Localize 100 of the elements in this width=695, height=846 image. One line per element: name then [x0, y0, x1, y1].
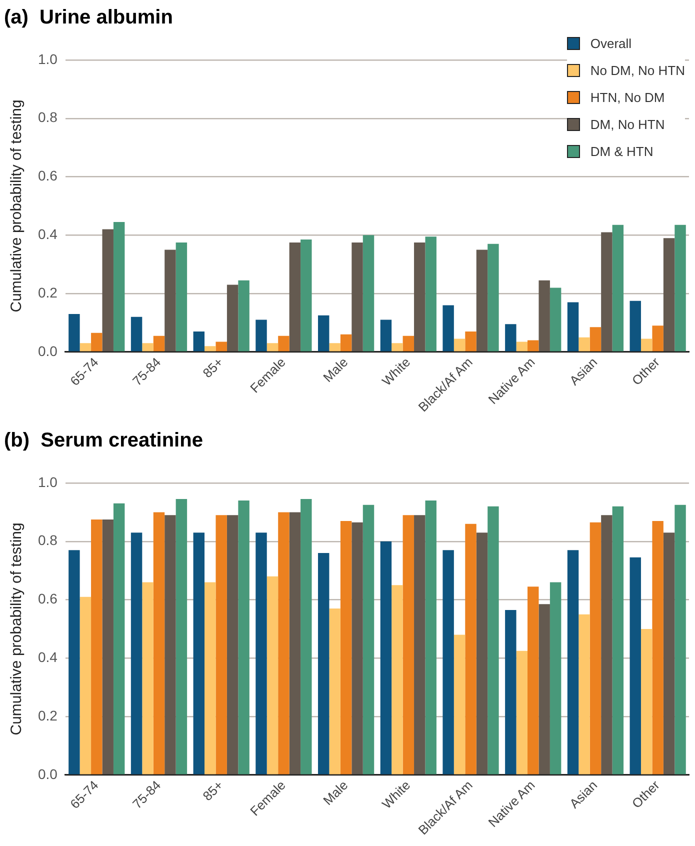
- bar: [216, 342, 227, 352]
- bar: [425, 500, 436, 774]
- bar: [454, 338, 466, 352]
- bar: [488, 244, 499, 352]
- y-tick-label: 0.6: [38, 590, 58, 607]
- bar: [352, 522, 363, 774]
- bar: [640, 628, 652, 774]
- y-tick-label: 0.8: [38, 532, 58, 548]
- bar: [392, 585, 403, 774]
- bar: [256, 532, 267, 774]
- legend-label: DM, No HTN: [590, 117, 665, 132]
- bar: [402, 515, 414, 774]
- bar: [256, 320, 267, 352]
- bar: [318, 553, 330, 774]
- y-tick-label: 0.0: [38, 342, 58, 359]
- bar: [601, 515, 612, 774]
- bar: [329, 343, 340, 352]
- bar: [226, 284, 238, 352]
- bar: [289, 512, 301, 774]
- bar: [402, 336, 414, 352]
- bar: [68, 550, 80, 774]
- bar: [130, 532, 142, 774]
- bar: [663, 532, 675, 774]
- bar: [630, 557, 641, 774]
- bar: [164, 250, 176, 352]
- bar: [652, 326, 664, 352]
- bar: [516, 342, 528, 352]
- chart-title: (a) Urine albumin: [4, 6, 173, 29]
- y-tick-label: 0.4: [38, 649, 58, 666]
- bar: [465, 524, 476, 774]
- bar: [476, 250, 488, 352]
- bar: [164, 515, 176, 774]
- bar: [590, 327, 602, 352]
- bar: [329, 608, 340, 774]
- bar: [142, 582, 154, 774]
- bar: [318, 315, 330, 352]
- bar: [578, 337, 590, 352]
- bar: [266, 343, 278, 352]
- bar: [80, 596, 92, 774]
- bar: [567, 302, 579, 352]
- bar: [640, 338, 652, 352]
- bar: [204, 582, 216, 774]
- bar: [176, 499, 188, 774]
- bar: [652, 520, 664, 774]
- bar: [380, 541, 392, 774]
- bar: [630, 300, 641, 352]
- bar: [238, 500, 250, 774]
- bar: [278, 336, 290, 352]
- bar: [362, 504, 374, 774]
- bar: [488, 506, 499, 774]
- bar: [193, 331, 205, 352]
- bar: [102, 519, 114, 774]
- bar: [204, 346, 216, 352]
- bar: [414, 515, 426, 774]
- bar: [300, 499, 312, 774]
- bar: [153, 512, 165, 774]
- bar: [550, 582, 562, 774]
- bar: [612, 224, 624, 352]
- bar: [612, 506, 624, 774]
- bar: [528, 340, 539, 352]
- legend-label: HTN, No DM: [590, 90, 665, 105]
- bar: [300, 240, 312, 352]
- bar: [340, 334, 352, 352]
- bar: [505, 324, 516, 352]
- bar: [193, 532, 205, 774]
- bar: [113, 222, 125, 352]
- y-tick-label: 1.0: [38, 474, 58, 490]
- bar: [454, 634, 466, 774]
- legend-label: Overall: [590, 36, 632, 51]
- x-tick-label: 85+: [200, 354, 226, 381]
- bar: [516, 650, 528, 774]
- bar: [392, 343, 403, 352]
- bar: [226, 515, 238, 774]
- bar: [590, 522, 602, 774]
- y-tick-label: 0.2: [38, 707, 58, 724]
- bar: [362, 235, 374, 352]
- bar: [113, 503, 125, 774]
- bar: [102, 229, 114, 352]
- bar: [340, 520, 352, 774]
- bar: [176, 242, 188, 352]
- bar: [442, 550, 454, 774]
- bar: [91, 332, 102, 352]
- bar: [278, 512, 290, 774]
- bar: [130, 316, 142, 352]
- x-tick-label: 85+: [200, 777, 226, 804]
- legend-label: No DM, No HTN: [590, 63, 685, 78]
- bar: [91, 519, 102, 774]
- bar: [550, 288, 562, 352]
- bar: [216, 515, 227, 774]
- bar: [414, 242, 426, 352]
- bar: [567, 550, 579, 774]
- bar: [538, 604, 550, 774]
- bar: [465, 331, 476, 352]
- y-axis-title: Cumulative probability of testing: [8, 100, 26, 312]
- y-tick-label: 0.2: [38, 284, 58, 300]
- bar: [601, 232, 612, 352]
- bar: [289, 242, 301, 352]
- y-axis-title: Cumulative probability of testing: [8, 522, 26, 736]
- bar: [352, 242, 363, 352]
- bar: [674, 504, 686, 774]
